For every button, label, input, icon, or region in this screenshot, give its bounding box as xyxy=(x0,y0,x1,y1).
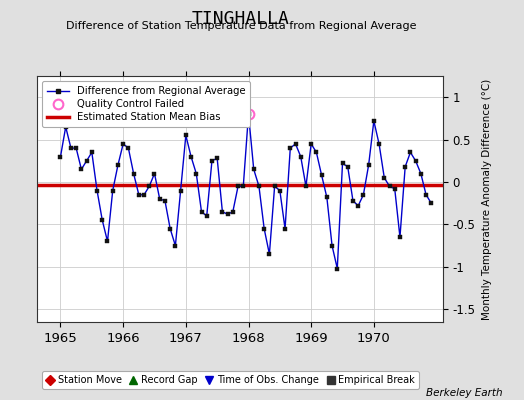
Text: Difference of Station Temperature Data from Regional Average: Difference of Station Temperature Data f… xyxy=(66,21,416,31)
Text: Berkeley Earth: Berkeley Earth xyxy=(427,388,503,398)
Legend: Difference from Regional Average, Quality Control Failed, Estimated Station Mean: Difference from Regional Average, Qualit… xyxy=(42,81,250,127)
Text: TINGHALLA: TINGHALLA xyxy=(192,10,290,28)
Y-axis label: Monthly Temperature Anomaly Difference (°C): Monthly Temperature Anomaly Difference (… xyxy=(483,78,493,320)
Legend: Station Move, Record Gap, Time of Obs. Change, Empirical Break: Station Move, Record Gap, Time of Obs. C… xyxy=(42,371,419,389)
